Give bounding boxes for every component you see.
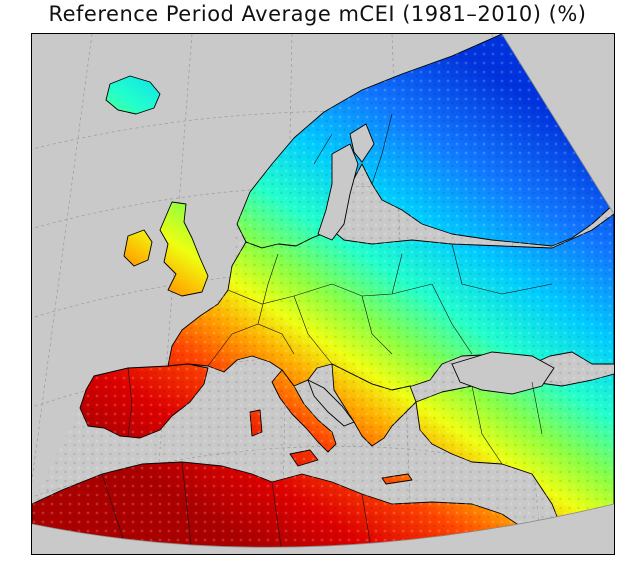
map-title: Reference Period Average mCEI (1981–2010… (48, 2, 587, 26)
gulf-of-bothnia (349, 123, 375, 163)
iceland (105, 75, 161, 115)
baltic-sea (317, 143, 359, 241)
adriatic-sea (307, 379, 355, 427)
map-canvas (32, 34, 614, 554)
domain-edge (501, 34, 614, 215)
ireland (123, 229, 153, 267)
black-sea (451, 351, 555, 395)
map-frame (31, 33, 615, 555)
data-texture (32, 34, 614, 554)
great-britain (159, 201, 209, 297)
inland-seas (307, 123, 555, 427)
domain-edge-south (32, 503, 614, 548)
